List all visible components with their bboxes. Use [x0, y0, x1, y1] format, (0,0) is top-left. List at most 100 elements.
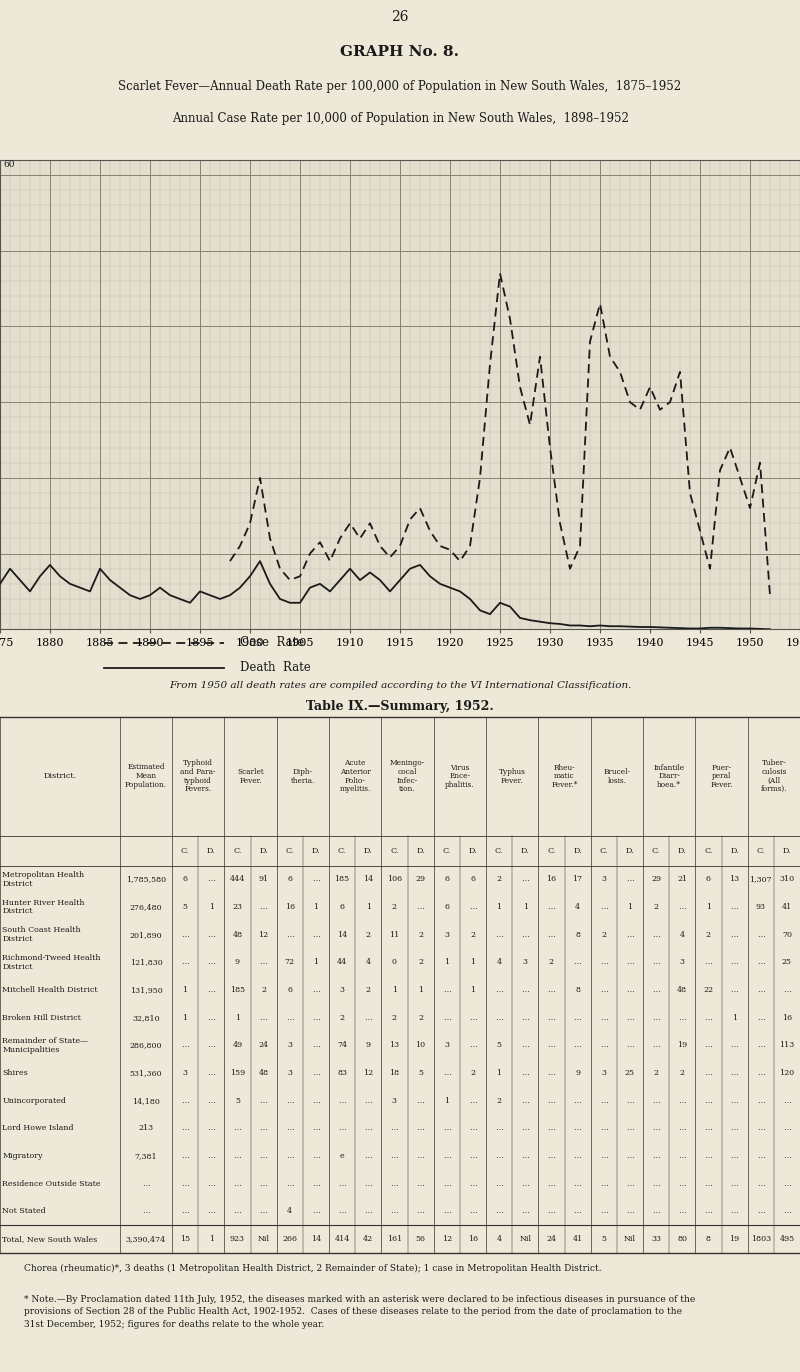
- Text: Metropolitan Health
District: Metropolitan Health District: [2, 871, 85, 888]
- Text: 1: 1: [182, 986, 188, 995]
- Text: …: …: [181, 1180, 189, 1188]
- Text: …: …: [730, 903, 738, 911]
- Text: 8: 8: [575, 930, 580, 938]
- Text: …: …: [678, 1125, 686, 1132]
- Text: …: …: [626, 1041, 634, 1050]
- Text: …: …: [234, 1207, 242, 1216]
- Text: 1: 1: [522, 903, 528, 911]
- Text: …: …: [207, 930, 215, 938]
- Text: 1: 1: [235, 1014, 240, 1022]
- Text: …: …: [522, 1152, 529, 1161]
- Text: …: …: [730, 1180, 738, 1188]
- Text: …: …: [652, 1125, 660, 1132]
- Text: 4: 4: [287, 1207, 292, 1216]
- Text: Nil: Nil: [519, 1235, 531, 1243]
- Text: 2: 2: [418, 930, 423, 938]
- Text: C.: C.: [234, 847, 242, 855]
- Text: …: …: [626, 1125, 634, 1132]
- Text: …: …: [678, 1180, 686, 1188]
- Text: …: …: [757, 1207, 765, 1216]
- Text: 531,360: 531,360: [130, 1069, 162, 1077]
- Text: 120: 120: [779, 1069, 794, 1077]
- Text: 2: 2: [602, 930, 606, 938]
- Text: 16: 16: [468, 1235, 478, 1243]
- Text: 1: 1: [182, 1014, 188, 1022]
- Text: Brucel-
losis.: Brucel- losis.: [603, 768, 630, 785]
- Text: 3: 3: [392, 1096, 397, 1104]
- Text: …: …: [286, 930, 294, 938]
- Text: …: …: [757, 1152, 765, 1161]
- Text: From 1950 all death rates are compiled according to the VI International Classif: From 1950 all death rates are compiled a…: [169, 681, 631, 690]
- Text: 1: 1: [444, 959, 450, 966]
- Text: C.: C.: [652, 847, 660, 855]
- Text: Typhus
Fever.: Typhus Fever.: [498, 768, 526, 785]
- Text: …: …: [443, 1069, 450, 1077]
- Text: …: …: [626, 1152, 634, 1161]
- Text: …: …: [495, 1125, 503, 1132]
- Text: …: …: [234, 1125, 242, 1132]
- Text: 19: 19: [677, 1041, 687, 1050]
- Text: …: …: [757, 1180, 765, 1188]
- Text: 3: 3: [287, 1069, 292, 1077]
- Text: 18: 18: [390, 1069, 399, 1077]
- Text: Typhoid
and Para-
typhoid
Fevers.: Typhoid and Para- typhoid Fevers.: [181, 759, 216, 793]
- Text: Virus
Ence-
phalitis.: Virus Ence- phalitis.: [445, 764, 474, 789]
- Text: 0: 0: [392, 959, 397, 966]
- Text: D.: D.: [574, 847, 582, 855]
- Text: 276,480: 276,480: [130, 903, 162, 911]
- Text: …: …: [207, 959, 215, 966]
- Text: …: …: [574, 1096, 582, 1104]
- Text: …: …: [417, 1125, 425, 1132]
- Text: 6: 6: [339, 903, 345, 911]
- Text: Estimated
Mean
Population.: Estimated Mean Population.: [125, 763, 167, 789]
- Text: …: …: [547, 1069, 555, 1077]
- Text: …: …: [260, 1152, 267, 1161]
- Text: 1: 1: [627, 903, 633, 911]
- Text: 1: 1: [314, 959, 318, 966]
- Text: 2: 2: [339, 1014, 345, 1022]
- Text: …: …: [600, 1152, 608, 1161]
- Text: 1: 1: [444, 1096, 450, 1104]
- Text: …: …: [469, 1207, 477, 1216]
- Text: Remainder of State—
Municipalities: Remainder of State— Municipalities: [2, 1037, 89, 1054]
- Text: C.: C.: [338, 847, 346, 855]
- Text: …: …: [600, 1207, 608, 1216]
- Text: …: …: [207, 1125, 215, 1132]
- Text: 12: 12: [363, 1069, 374, 1077]
- Text: D.: D.: [416, 847, 425, 855]
- Text: 44: 44: [337, 959, 347, 966]
- Text: 1: 1: [418, 986, 423, 995]
- Text: 1803: 1803: [750, 1235, 771, 1243]
- Text: 49: 49: [232, 1041, 242, 1050]
- Text: e: e: [340, 1152, 344, 1161]
- Text: Case  Rate: Case Rate: [240, 637, 304, 649]
- Text: …: …: [652, 1207, 660, 1216]
- Text: 6: 6: [182, 875, 187, 884]
- Text: …: …: [469, 1041, 477, 1050]
- Text: C.: C.: [495, 847, 503, 855]
- Text: …: …: [417, 1096, 425, 1104]
- Text: 444: 444: [230, 875, 245, 884]
- Text: …: …: [338, 1180, 346, 1188]
- Text: Scarlet Fever—Annual Death Rate per 100,000 of Population in New South Wales,  1: Scarlet Fever—Annual Death Rate per 100,…: [118, 80, 682, 93]
- Text: …: …: [207, 1207, 215, 1216]
- Text: …: …: [469, 1014, 477, 1022]
- Text: …: …: [600, 986, 608, 995]
- Text: 22: 22: [703, 986, 714, 995]
- Text: …: …: [207, 1152, 215, 1161]
- Text: Not Stated: Not Stated: [2, 1207, 46, 1216]
- Text: 25: 25: [782, 959, 792, 966]
- Text: 42: 42: [363, 1235, 374, 1243]
- Text: …: …: [443, 1125, 450, 1132]
- Text: …: …: [730, 1207, 738, 1216]
- Text: 6: 6: [287, 986, 292, 995]
- Text: D.: D.: [626, 847, 634, 855]
- Text: 1,785,580: 1,785,580: [126, 875, 166, 884]
- Text: …: …: [338, 1125, 346, 1132]
- Text: Shires: Shires: [2, 1069, 28, 1077]
- Text: 15: 15: [180, 1235, 190, 1243]
- Text: 6: 6: [470, 875, 475, 884]
- Text: …: …: [652, 1096, 660, 1104]
- Text: …: …: [181, 1207, 189, 1216]
- Text: 4: 4: [680, 930, 685, 938]
